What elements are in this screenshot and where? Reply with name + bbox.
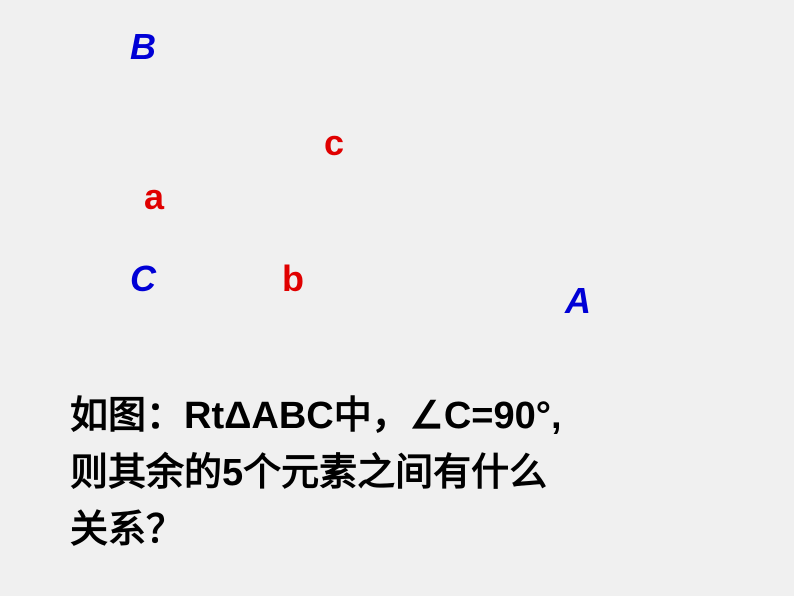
text-abc: ABC xyxy=(251,395,333,437)
text-comma2: , xyxy=(551,395,562,437)
text-c90: C=90 xyxy=(444,395,536,437)
text-zhong: 中 xyxy=(334,395,372,437)
vertex-b: B xyxy=(130,26,156,68)
side-b: b xyxy=(282,258,304,300)
question-text: 如图：RtΔABC中，∠C=90°, 则其余的5个元素之间有什么 关系？ xyxy=(70,388,750,559)
text-prefix: 如图：Rt xyxy=(70,395,224,437)
text-comma1: ， xyxy=(372,395,410,437)
angle-symbol: ∠ xyxy=(410,395,444,437)
vertex-a: A xyxy=(565,280,591,322)
triangle-symbol: Δ xyxy=(224,395,251,437)
text-line3: 关系？ xyxy=(70,509,184,551)
side-a: a xyxy=(144,176,164,218)
side-c: c xyxy=(324,122,344,164)
degree-symbol: ° xyxy=(536,395,551,437)
text-line2: 则其余的5个元素之间有什么 xyxy=(70,452,547,494)
vertex-c: C xyxy=(130,258,156,300)
